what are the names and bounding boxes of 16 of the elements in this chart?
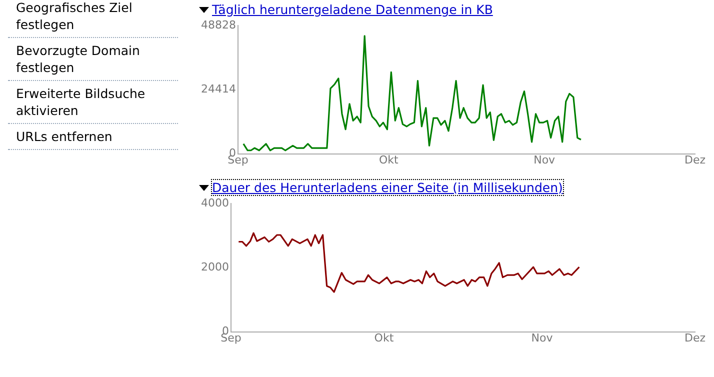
x-tick-label: Nov [534,153,556,166]
x-tick-label: Dez [684,331,706,344]
y-tick-label: 24414 [200,82,236,96]
chart-title: Täglich heruntergeladene Datenmenge in KB [212,2,493,17]
y-tick-label: 2000 [200,260,229,274]
chart-title: Dauer des Herunterladens einer Seite (in Millisekunden) [212,180,563,195]
x-tick-label: Nov [531,331,554,344]
x-tick-label: Dez [684,153,706,166]
text: Bevorzugte Domain festlegen [8,38,178,81]
x-tick-label: Okt [374,331,394,344]
text: Erweiterte Bildsuche aktivieren [8,81,178,124]
x-tick-label: Okt [378,153,400,166]
text: Geografisches Ziel festlegen [8,0,178,38]
text: URLs entfernen [8,124,178,150]
y-tick-label: 48828 [200,18,236,32]
y-tick-label: 4000 [200,196,229,210]
